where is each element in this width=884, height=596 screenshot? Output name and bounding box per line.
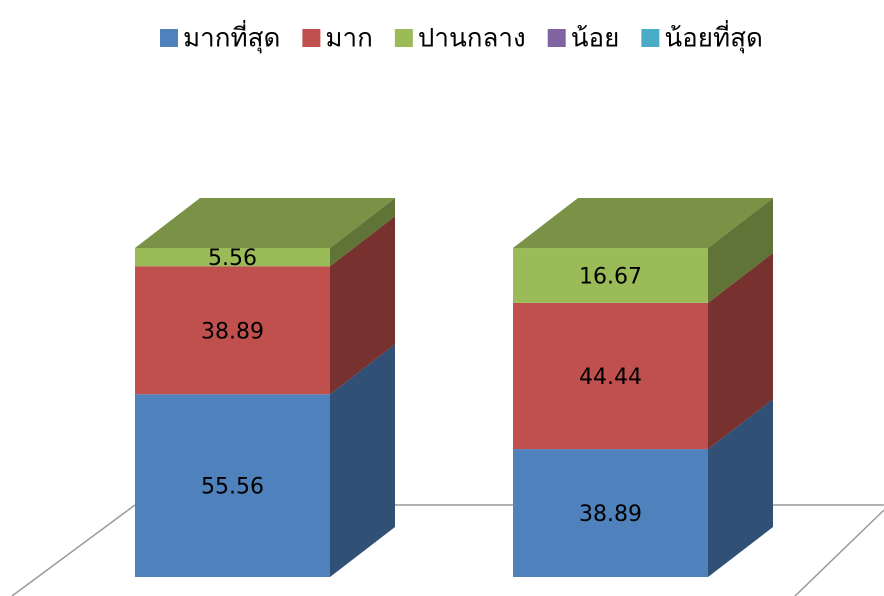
legend-label: น้อย [571, 24, 620, 54]
legend-swatch [641, 29, 660, 47]
bar-side [330, 216, 395, 395]
floor-edge [11, 504, 136, 596]
legend-label: ปานกลาง [418, 24, 526, 54]
data-label: 55.56 [201, 475, 264, 500]
legend-label: น้อยที่สุด [664, 20, 763, 54]
legend-swatch [394, 29, 413, 47]
bar-side [708, 399, 773, 577]
bar-side [330, 198, 395, 267]
legend-label: มาก [325, 24, 372, 54]
data-label: 38.89 [579, 502, 642, 527]
bar-top [135, 198, 395, 248]
data-label: 38.89 [201, 319, 264, 344]
bar-segment [135, 266, 330, 395]
data-label: 5.56 [208, 246, 257, 271]
bar-segment [513, 449, 708, 577]
bar-top [513, 198, 773, 249]
data-label: 44.44 [579, 365, 642, 390]
legend-swatch [160, 29, 178, 47]
legend-swatch [547, 29, 566, 47]
bar-side [708, 252, 773, 450]
legend-swatch [302, 29, 321, 47]
data-label: 16.67 [579, 264, 642, 289]
bar-segment [513, 248, 708, 303]
bar-side [330, 344, 395, 577]
bar-segment [513, 302, 708, 450]
bar-segment [135, 394, 330, 577]
bar-segment [135, 248, 330, 267]
bar-side [708, 198, 773, 303]
floor-edge [794, 509, 884, 596]
legend-label: มากที่สุด [183, 20, 280, 54]
